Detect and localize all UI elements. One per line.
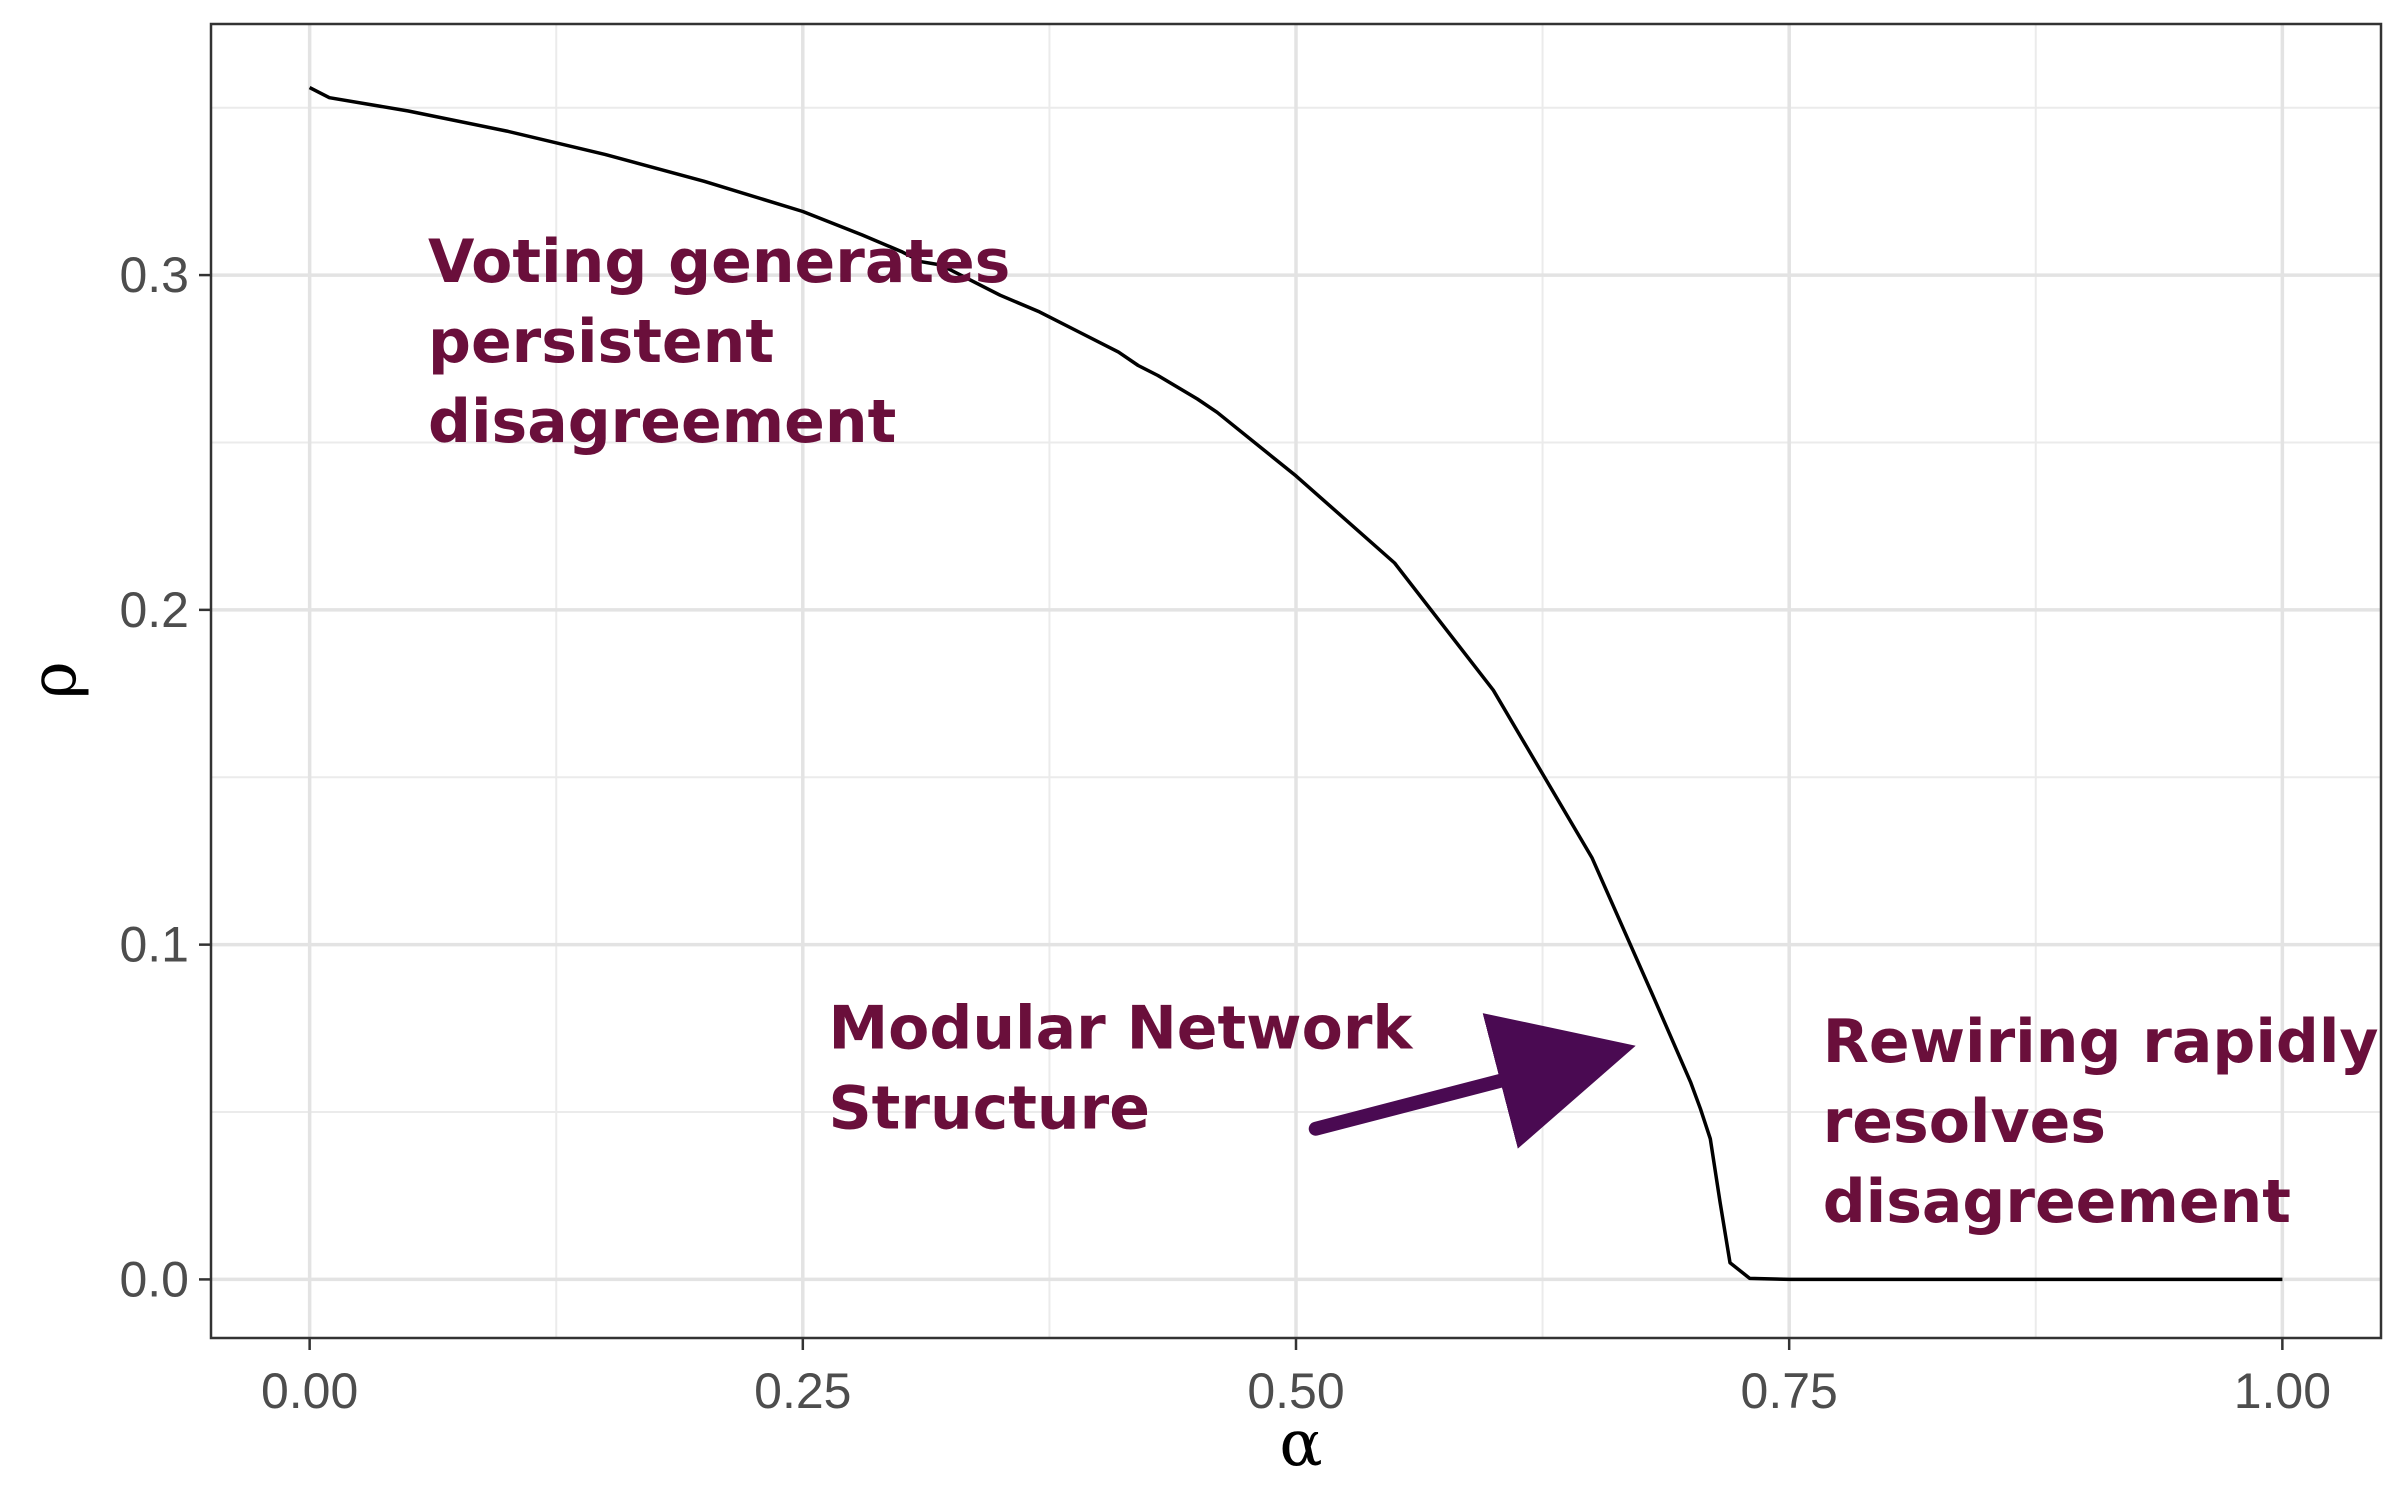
x-tick-label: 0.75	[1741, 1363, 1838, 1419]
annotation-text: Modular Network Structure	[828, 993, 1414, 1143]
y-tick-label: 0.1	[119, 917, 189, 973]
y-tick-label: 0.0	[119, 1251, 189, 1307]
x-tick-label: 0.25	[754, 1363, 851, 1419]
annotation-line: disagreement	[1823, 1167, 2291, 1237]
x-tick-label: 0.00	[261, 1363, 358, 1419]
annotation-line: resolves	[1823, 1087, 2106, 1157]
annotation-arrow	[1308, 1013, 1636, 1149]
annotation-text: Rewiring rapidly resolves disagreement	[1823, 1007, 2379, 1237]
annotation-line: Modular Network	[828, 993, 1414, 1063]
annotation-line: disagreement	[428, 387, 896, 457]
x-tick-label: 1.00	[2234, 1363, 2331, 1419]
x-axis-ticks: 0.00 0.25 0.50 0.75 1.00	[261, 1338, 2331, 1419]
y-tick-label: 0.3	[119, 247, 189, 303]
y-axis-title: ρ	[17, 661, 91, 699]
major-gridlines	[211, 24, 2381, 1338]
annotation-line: Rewiring rapidly	[1823, 1007, 2379, 1077]
y-tick-label: 0.2	[119, 582, 189, 638]
y-axis-ticks: 0.0 0.1 0.2 0.3	[119, 247, 211, 1307]
annotation-line: Voting generates	[428, 227, 1010, 297]
annotation-line: persistent	[428, 307, 774, 377]
annotation-text: Voting generates persistent disagreement	[428, 227, 1010, 457]
rho-curve	[308, 86, 2283, 1282]
annotations: Voting generates persistent disagreement Mo…	[428, 227, 2379, 1237]
x-tick-label: 0.50	[1247, 1363, 1344, 1419]
annotation-line: Structure	[828, 1073, 1149, 1143]
x-axis-title: α	[1279, 1407, 1322, 1481]
